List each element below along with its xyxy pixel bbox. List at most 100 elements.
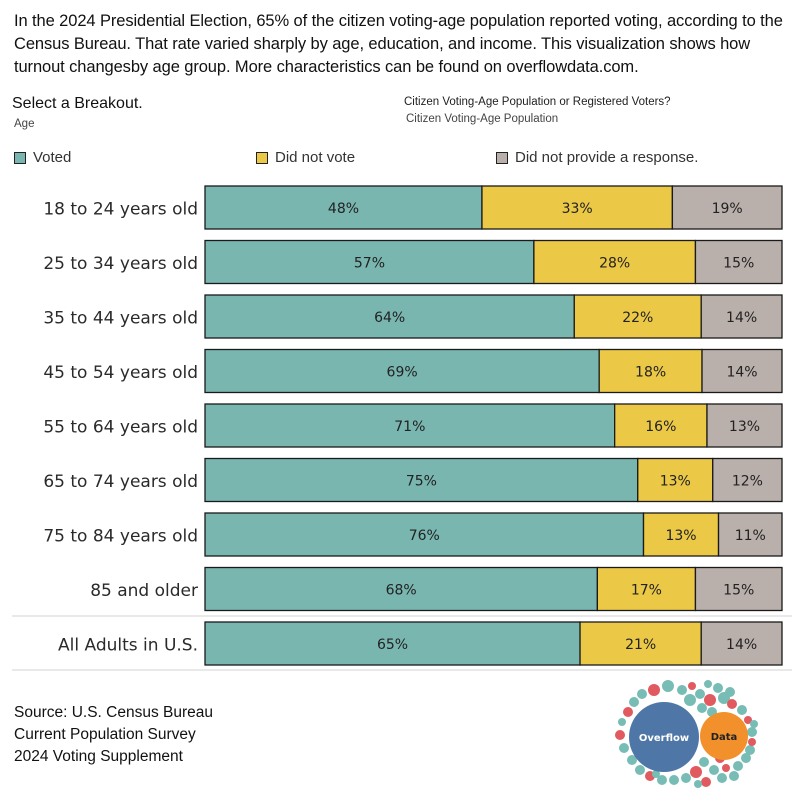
logo-bubble (722, 764, 730, 772)
bar-segment-voted[interactable] (204, 512, 645, 557)
logo-bubble (695, 689, 705, 699)
logo-bubble (701, 777, 711, 787)
data-label: 15% (723, 583, 754, 599)
data-label: 22% (622, 310, 653, 326)
bar-segment-voted[interactable] (204, 566, 599, 612)
bar-segment-did-not-vote[interactable] (533, 239, 697, 285)
data-label: 13% (660, 474, 691, 490)
logo-bubble (635, 765, 645, 775)
data-label: 11% (735, 528, 766, 544)
bar-segment-voted[interactable] (204, 239, 535, 285)
data-label: 18% (635, 365, 666, 381)
bar-segment-no-response[interactable] (694, 239, 783, 285)
logo-bubble (652, 770, 660, 778)
overflow-data-logo[interactable]: Overflow Data (612, 680, 762, 795)
logo-bubble (748, 738, 756, 746)
logo-bubble (690, 766, 702, 778)
logo-bubble (704, 680, 712, 688)
logo-bubble (669, 775, 679, 785)
logo-bubble (637, 689, 647, 699)
category-label: 85 and older (90, 581, 198, 601)
logo-bubble (619, 743, 629, 753)
legend-label: Did not provide a response. (515, 149, 699, 166)
bar-segment-did-not-vote[interactable] (637, 457, 714, 503)
legend: Voted Did not vote Did not provide a res… (0, 149, 800, 169)
category-label: 45 to 54 years old (43, 363, 198, 383)
bar-segment-did-not-vote[interactable] (573, 294, 702, 339)
data-label: 14% (726, 637, 757, 653)
logo-bubble (688, 682, 696, 690)
legend-item-no-response[interactable]: Did not provide a response. (496, 149, 698, 166)
legend-swatch-did-not-vote (256, 151, 268, 164)
data-label: 16% (645, 419, 676, 435)
data-label: 68% (386, 583, 417, 599)
bar-segment-voted[interactable] (204, 457, 639, 503)
data-label: 19% (712, 201, 743, 217)
population-filter-title: Citizen Voting-Age Population or Registe… (404, 96, 671, 108)
logo-bubble (615, 730, 625, 740)
logo-bubble (729, 771, 739, 781)
logo-bubble (699, 757, 709, 767)
logo-bubble (629, 697, 639, 707)
data-label: 57% (354, 256, 385, 272)
logo-bubble (750, 720, 758, 728)
bar-segment-did-not-vote[interactable] (596, 566, 697, 612)
bar-segment-did-not-vote[interactable] (598, 348, 703, 394)
bar-segment-no-response[interactable] (701, 348, 783, 394)
bar-segment-voted[interactable] (204, 403, 616, 448)
logo-bubble (677, 685, 687, 695)
logo-bubble (627, 755, 637, 765)
source-line-3: 2024 Voting Supplement (14, 748, 183, 765)
bar-segment-no-response[interactable] (700, 621, 783, 666)
source-line-2: Current Population Survey (14, 726, 196, 743)
bar-segment-voted[interactable] (204, 621, 581, 666)
logo-bubble (709, 765, 719, 775)
bar-segment-no-response[interactable] (694, 566, 783, 612)
bar-segment-no-response[interactable] (717, 512, 783, 557)
bar-segment-voted[interactable] (204, 185, 483, 230)
data-label: 71% (394, 419, 425, 435)
category-label: 75 to 84 years old (43, 527, 198, 547)
bar-segment-no-response[interactable] (700, 294, 783, 339)
bar-segment-did-not-vote[interactable] (614, 403, 708, 448)
breakout-filter-value[interactable]: Age (14, 118, 35, 130)
logo-bubble (745, 745, 755, 755)
logo-bubble (684, 694, 696, 706)
population-filter-value[interactable]: Citizen Voting-Age Population (406, 113, 559, 125)
category-label: 18 to 24 years old (43, 200, 198, 220)
category-label: 65 to 74 years old (43, 472, 198, 492)
intro-text: In the 2024 Presidential Election, 65% o… (14, 12, 783, 76)
legend-item-did-not-vote[interactable]: Did not vote (256, 149, 355, 166)
bar-segment-no-response[interactable] (706, 403, 783, 448)
logo-bubble (744, 716, 752, 724)
logo-bubble (727, 699, 737, 709)
logo-bubble (717, 773, 727, 783)
bar-segment-voted[interactable] (204, 294, 575, 339)
bar-segment-no-response[interactable] (671, 185, 783, 230)
bar-segment-did-not-vote[interactable] (642, 512, 720, 557)
data-label: 14% (726, 365, 757, 381)
legend-swatch-no-response (496, 151, 508, 164)
bar-segment-did-not-vote[interactable] (579, 621, 702, 666)
data-label: 17% (631, 583, 662, 599)
logo-bubble (694, 780, 702, 788)
bar-segment-no-response[interactable] (712, 457, 783, 503)
logo-text-data: Data (711, 732, 738, 743)
source-note: Source: U.S. Census Bureau Current Popul… (14, 702, 213, 768)
data-label: 64% (374, 310, 405, 326)
logo-bubble (662, 680, 674, 692)
data-label: 13% (665, 528, 696, 544)
legend-item-voted[interactable]: Voted (14, 149, 71, 166)
logo-bubble (747, 727, 757, 737)
logo-bubble (704, 694, 716, 706)
data-label: 76% (409, 528, 440, 544)
logo-bubble (657, 775, 667, 785)
data-label: 75% (406, 474, 437, 490)
logo-bubble (737, 705, 747, 715)
category-label: All Adults in U.S. (58, 636, 198, 656)
data-label: 13% (729, 419, 760, 435)
data-label: 48% (328, 201, 359, 217)
breakout-filter-title: Select a Breakout. (12, 95, 143, 112)
legend-swatch-voted (14, 151, 26, 164)
legend-label: Voted (33, 149, 72, 166)
